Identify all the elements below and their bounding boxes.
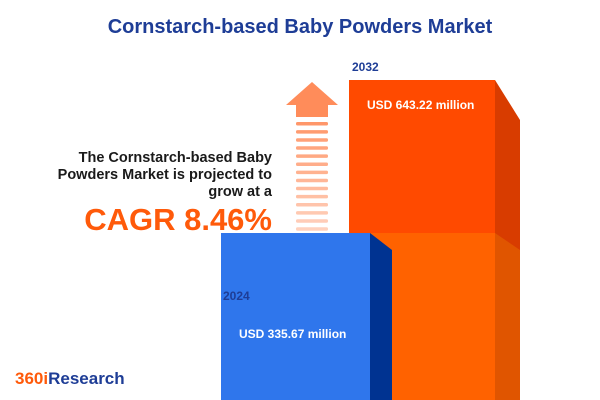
arrow-stripe (296, 146, 328, 150)
description-line: Powders Market is projected to (57, 167, 272, 183)
year-label-2032: 2032 (352, 60, 379, 74)
arrow-stripe (296, 186, 328, 191)
description-line: grow at a (208, 184, 272, 200)
arrow-stripe (296, 162, 328, 166)
data-label-2032: USD 643.22 million (367, 98, 475, 112)
arrow-stripe (296, 211, 328, 215)
arrow-stripe (296, 122, 328, 126)
arrow-stripe (296, 170, 328, 175)
arrow-stripe (296, 130, 328, 134)
bar-2032-lower-side (495, 233, 520, 400)
data-label-2024: USD 335.67 million (239, 327, 347, 341)
bar-2024-side (370, 233, 392, 400)
arrow-stripe (296, 203, 328, 207)
arrow-head (286, 82, 338, 117)
logo-word: Research (48, 369, 125, 388)
logo-number: 360i (15, 369, 49, 388)
description-line: The Cornstarch-based Baby (78, 150, 272, 166)
year-label-2024: 2024 (223, 289, 250, 303)
arrow-stripe (296, 138, 328, 142)
cagr-value: CAGR 8.46% (84, 202, 272, 237)
brand-logo: 360iResearch (15, 369, 125, 389)
arrow-stripe (296, 178, 328, 183)
cagr-description: The Cornstarch-based Baby Powders Market… (32, 150, 272, 201)
bar-2024 (221, 233, 370, 400)
chart-title: Cornstarch-based Baby Powders Market (107, 16, 493, 38)
arrow-stripe (296, 194, 328, 199)
arrow-stripe (296, 154, 328, 158)
arrow-stripe (296, 219, 328, 223)
arrow-stripe (296, 227, 328, 231)
